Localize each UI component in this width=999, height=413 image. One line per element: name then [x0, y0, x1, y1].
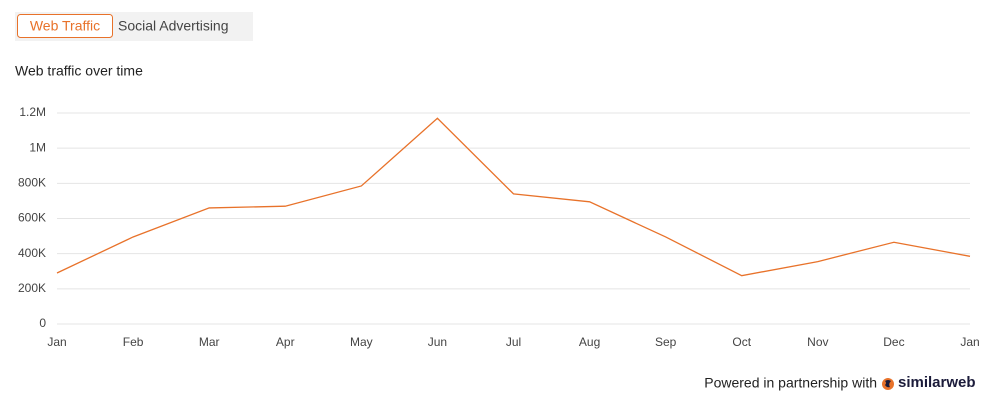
x-tick-label: Jun — [428, 335, 447, 349]
x-tick-label: Feb — [123, 335, 144, 349]
x-tick-label: Dec — [883, 335, 904, 349]
y-tick-label: 800K — [18, 176, 46, 190]
x-tick-label: Jul — [506, 335, 521, 349]
y-tick-label: 400K — [18, 246, 46, 260]
x-tick-label: Jan — [960, 335, 979, 349]
x-tick-label: Jan — [47, 335, 66, 349]
y-tick-label: 200K — [18, 281, 46, 295]
x-tick-label: May — [350, 335, 373, 349]
y-tick-label: 0 — [39, 316, 46, 330]
tab-label[interactable]: Social Advertising — [118, 18, 229, 34]
tab-label[interactable]: Web Traffic — [30, 18, 100, 34]
x-tick-label: Aug — [579, 335, 600, 349]
plot: 0 200K 400K 600K 800K 1M 1.2M Jan Feb Mar Apr May Ju… — [18, 105, 980, 349]
line — [56, 117, 971, 277]
y-tick-label: 1.2M — [19, 105, 46, 119]
y-tick-label: 600K — [18, 211, 46, 225]
brand-name: similarweb — [898, 374, 976, 391]
x-tick-label: Oct — [732, 335, 751, 349]
brand-logo — [882, 378, 894, 390]
x-tick-label: Sep — [655, 335, 677, 349]
tab-active[interactable] — [17, 14, 113, 38]
y-tick-label: 1M — [29, 140, 46, 154]
x-tick-label: Mar — [199, 335, 220, 349]
chart-title: Web traffic over time — [15, 63, 143, 79]
footer-text: Powered in partnership with — [704, 375, 877, 391]
x-tick-label: Apr — [276, 335, 295, 349]
x-tick-label: Nov — [807, 335, 828, 349]
